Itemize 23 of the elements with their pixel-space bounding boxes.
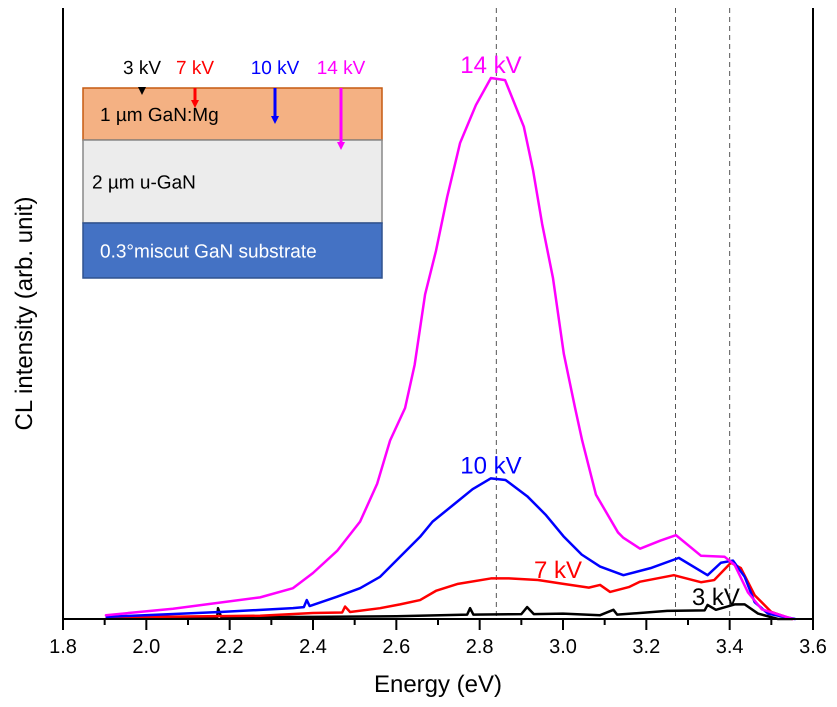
annotation: 10 kV bbox=[250, 58, 300, 79]
x-tick-label: 2.6 bbox=[382, 636, 410, 658]
x-tick-label: 3.0 bbox=[549, 636, 577, 658]
x-tick-label: 2.4 bbox=[299, 636, 327, 658]
annotation: 14 kV bbox=[316, 58, 366, 79]
x-tick-label: 1.8 bbox=[49, 636, 77, 658]
x-axis-title: Energy (eV) bbox=[374, 671, 502, 698]
x-tick-label: 3.4 bbox=[716, 636, 744, 658]
annotation: 7 kV bbox=[176, 58, 214, 79]
annotation: 0.3°miscut GaN substrate bbox=[100, 242, 317, 262]
series-label: 7 kV bbox=[534, 557, 582, 584]
x-tick-label: 2.8 bbox=[466, 636, 494, 658]
series-label: 10 kV bbox=[460, 452, 522, 480]
annotation: 2 µm u-GaN bbox=[92, 172, 196, 194]
x-tick-label: 3.2 bbox=[632, 636, 660, 658]
annotation: 3 kV bbox=[122, 58, 162, 79]
y-axis-title: CL intensity (arb. unit) bbox=[11, 196, 38, 430]
series-label: 14 kV bbox=[460, 52, 522, 79]
series-label: 3 kV bbox=[692, 584, 740, 611]
x-tick-label: 3.6 bbox=[799, 636, 827, 658]
text: 2.0 bbox=[132, 636, 160, 658]
x-tick-label: 2.2 bbox=[216, 636, 244, 658]
annotation: 1 µm GaN:Mg bbox=[100, 105, 219, 126]
